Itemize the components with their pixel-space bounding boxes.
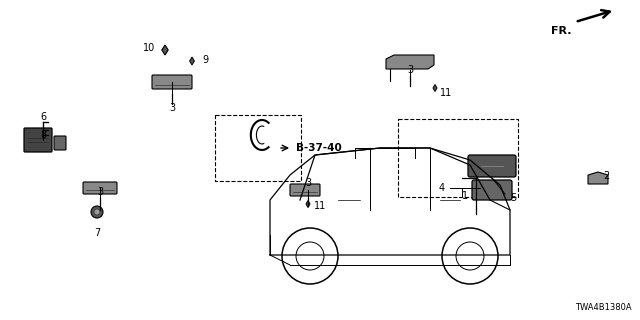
Circle shape: [91, 206, 103, 218]
Polygon shape: [433, 84, 437, 92]
Text: FR.: FR.: [550, 26, 571, 36]
Text: 3: 3: [305, 178, 311, 188]
Text: 3: 3: [97, 187, 103, 197]
FancyBboxPatch shape: [54, 136, 66, 150]
Bar: [215, 115, 301, 181]
Text: 2: 2: [603, 171, 609, 181]
Text: 11: 11: [314, 201, 326, 211]
FancyBboxPatch shape: [290, 184, 320, 196]
Text: 8: 8: [40, 130, 46, 140]
Polygon shape: [588, 172, 608, 184]
Text: 4: 4: [439, 183, 445, 193]
Polygon shape: [189, 57, 195, 65]
Polygon shape: [162, 45, 168, 55]
Text: 9: 9: [202, 55, 208, 65]
Polygon shape: [306, 201, 310, 207]
Text: 7: 7: [94, 228, 100, 238]
Text: 3: 3: [169, 103, 175, 113]
FancyBboxPatch shape: [468, 155, 516, 177]
Text: B-37-40: B-37-40: [296, 143, 342, 153]
FancyBboxPatch shape: [24, 128, 52, 152]
Text: 11: 11: [440, 88, 452, 98]
Text: 5: 5: [510, 193, 516, 203]
Circle shape: [94, 209, 100, 215]
Text: TWA4B1380A: TWA4B1380A: [575, 303, 632, 312]
Text: 10: 10: [143, 43, 155, 53]
Text: 6: 6: [40, 112, 46, 122]
FancyBboxPatch shape: [152, 75, 192, 89]
Bar: [398, 119, 518, 197]
Text: 1: 1: [462, 191, 468, 201]
FancyBboxPatch shape: [83, 182, 117, 194]
FancyBboxPatch shape: [472, 180, 512, 200]
Text: 3: 3: [407, 65, 413, 75]
Polygon shape: [386, 55, 434, 69]
